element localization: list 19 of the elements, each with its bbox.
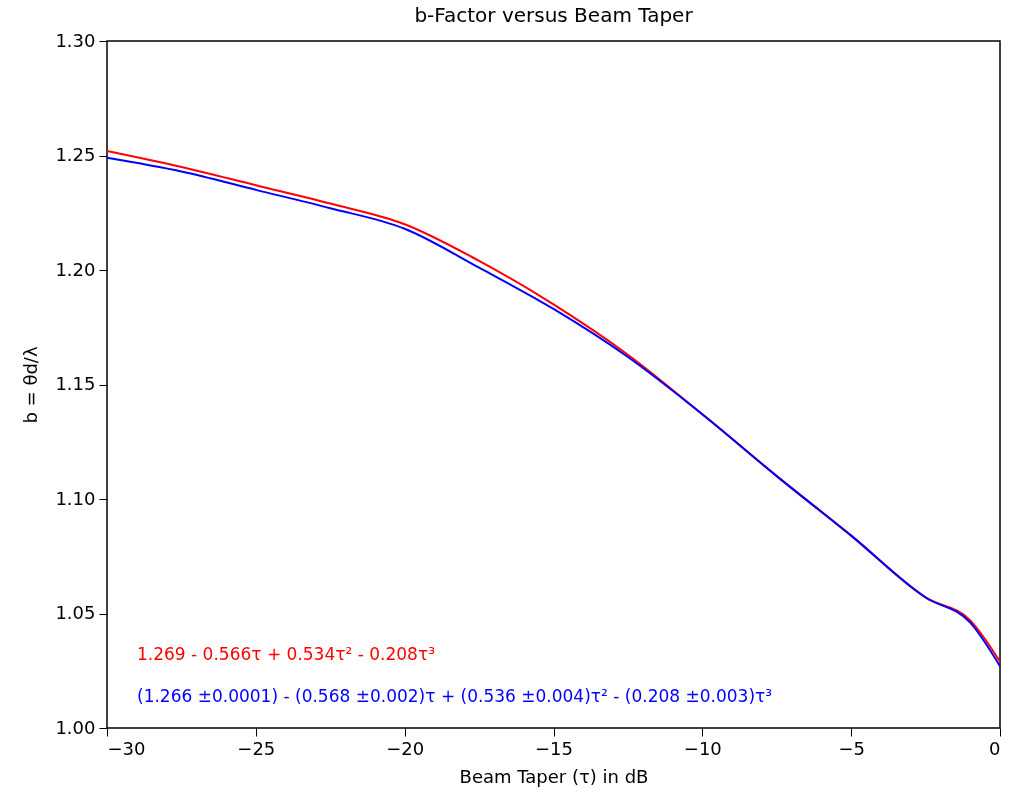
y-tick-label: 1.25	[55, 144, 96, 165]
y-tick-label: 1.15	[55, 373, 96, 394]
chart-title: b-Factor versus Beam Taper	[414, 3, 694, 27]
y-tick-label: 1.00	[55, 716, 96, 738]
y-axis-title: b = θd/λ	[20, 346, 42, 424]
x-tick-label: 0	[989, 737, 1001, 759]
x-tick-label: −20	[386, 737, 425, 759]
x-tick-label: −15	[535, 737, 573, 759]
x-tick-label: −5	[838, 737, 865, 759]
y-tick-label: 1.20	[55, 258, 96, 280]
x-tick-label: −30	[107, 737, 146, 759]
annotation: (1.266 ±0.0001) - (0.568 ±0.002)τ + (0.536 ±0.004)τ² - (0.208 ±0.003)τ³	[137, 686, 773, 706]
x-axis-title: Beam Taper (τ) in dB	[459, 765, 649, 787]
annotation: 1.269 - 0.566τ + 0.534τ² - 0.208τ³	[137, 644, 435, 664]
y-tick-label: 1.10	[55, 487, 96, 509]
y-tick-label: 1.05	[55, 602, 96, 623]
y-tick-label: 1.30	[55, 29, 96, 51]
x-tick-label: −10	[683, 737, 722, 759]
x-tick-label: −25	[237, 737, 276, 759]
